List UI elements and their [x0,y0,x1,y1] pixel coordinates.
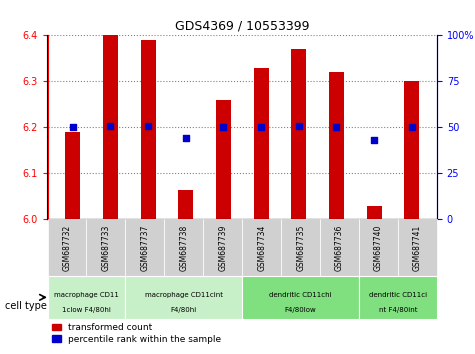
Point [257,125,265,130]
FancyBboxPatch shape [320,219,359,276]
Text: GSM687733: GSM687733 [102,224,110,271]
Bar [329,72,344,219]
FancyBboxPatch shape [203,219,242,276]
FancyBboxPatch shape [48,276,125,319]
Text: dendritic CD11ci: dendritic CD11ci [369,292,427,298]
Bar [254,68,269,219]
Text: GSM687739: GSM687739 [218,224,227,271]
Text: GSM687736: GSM687736 [335,224,344,271]
Point [295,123,303,129]
Point [69,125,76,130]
Point [106,123,114,129]
Text: GSM687741: GSM687741 [413,225,422,271]
Title: GDS4369 / 10553399: GDS4369 / 10553399 [175,20,310,33]
Text: GSM687737: GSM687737 [141,224,149,271]
FancyBboxPatch shape [398,219,437,276]
Text: dendritic CD11chi: dendritic CD11chi [269,292,332,298]
FancyBboxPatch shape [359,276,437,319]
Bar [291,49,306,219]
Bar [216,100,231,219]
Text: nt F4/80int: nt F4/80int [379,307,418,313]
Point [332,125,340,130]
Text: GSM687740: GSM687740 [374,224,383,271]
FancyBboxPatch shape [242,219,281,276]
FancyBboxPatch shape [281,219,320,276]
Text: F4/80low: F4/80low [285,307,316,313]
Text: GSM687735: GSM687735 [296,224,305,271]
Bar [404,81,419,219]
FancyBboxPatch shape [125,219,164,276]
Text: GSM687734: GSM687734 [257,224,266,271]
Text: cell type: cell type [5,301,47,311]
Point [182,136,190,141]
Text: GSM687732: GSM687732 [63,225,71,271]
Point [370,137,378,143]
Point [144,123,152,129]
Bar [103,35,118,219]
Point [219,125,227,130]
Text: macrophage CD11: macrophage CD11 [54,292,119,298]
Legend: transformed count, percentile rank within the sample: transformed count, percentile rank withi… [52,323,221,344]
Text: macrophage CD11cint: macrophage CD11cint [145,292,223,298]
Bar [367,206,381,219]
Text: F4/80hi: F4/80hi [171,307,197,313]
FancyBboxPatch shape [86,219,125,276]
Text: GSM687738: GSM687738 [180,225,188,271]
Bar [178,189,193,219]
Bar [65,132,80,219]
FancyBboxPatch shape [359,219,398,276]
FancyBboxPatch shape [164,219,203,276]
FancyBboxPatch shape [242,276,359,319]
Bar [141,40,156,219]
Text: 1clow F4/80hi: 1clow F4/80hi [62,307,111,313]
FancyBboxPatch shape [48,219,86,276]
FancyBboxPatch shape [125,276,242,319]
Point [408,125,416,130]
